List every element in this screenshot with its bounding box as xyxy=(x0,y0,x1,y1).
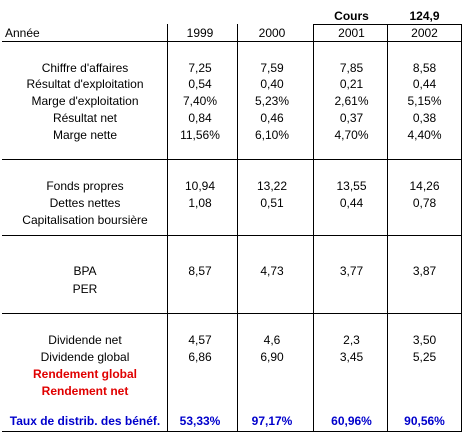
cell: 4,40% xyxy=(407,128,442,142)
cell: 5,25 xyxy=(412,350,437,364)
header-year-1999: 1999 xyxy=(186,26,214,40)
cell: 3,87 xyxy=(412,264,437,278)
cell: 3,77 xyxy=(339,264,364,278)
row-label: Capitalisation boursière xyxy=(22,213,148,227)
row-label-rendement-net: Rendement net xyxy=(41,384,129,398)
cell: 0,37 xyxy=(339,111,364,125)
header-bottom-line xyxy=(2,41,461,42)
row-label: Marge d'exploitation xyxy=(31,94,139,108)
cell: 7,40% xyxy=(182,94,218,108)
cell: 5,23% xyxy=(254,94,290,108)
row-label: Marge nette xyxy=(52,128,118,142)
cell: 8,57 xyxy=(188,264,212,278)
row-label: PER xyxy=(72,282,98,296)
cell: 5,15% xyxy=(407,94,442,108)
header-year-2001: 2001 xyxy=(338,26,365,40)
cell: 0,44 xyxy=(412,77,437,91)
footer-label: Taux de distrib. des bénéf. xyxy=(9,414,161,428)
cours-value: 124,9 xyxy=(409,9,440,23)
cell: 7,59 xyxy=(260,61,284,75)
cell: 0,46 xyxy=(260,111,284,125)
row-label: Fonds propres xyxy=(46,179,124,193)
footer-bottom-line xyxy=(2,431,461,432)
col-divider-2 xyxy=(237,24,238,432)
cell: 0,84 xyxy=(188,111,212,125)
cell: 0,54 xyxy=(188,77,212,91)
row-label: Dividende global xyxy=(40,350,130,364)
cell: 4,70% xyxy=(334,128,369,142)
cell: 6,86 xyxy=(188,350,212,364)
cell: 4,57 xyxy=(188,333,212,347)
cell: 1,08 xyxy=(188,196,212,210)
group2-bottom-line xyxy=(2,235,461,236)
cell: 4,6 xyxy=(263,333,281,347)
footer-cell: 90,56% xyxy=(404,414,445,428)
row-label: Chiffre d'affaires xyxy=(41,61,129,75)
row-label: Dividende net xyxy=(48,333,122,347)
cell: 8,58 xyxy=(412,61,437,75)
row-label: Résultat d'exploitation xyxy=(26,77,144,91)
cell: 0,21 xyxy=(339,77,364,91)
col-divider-1 xyxy=(167,24,168,432)
footer-cell: 97,17% xyxy=(251,414,293,428)
cell: 0,51 xyxy=(260,196,284,210)
row-label-rendement-global: Rendement global xyxy=(32,367,137,381)
cell: 0,38 xyxy=(412,111,437,125)
row-label: BPA xyxy=(73,264,97,278)
header-year-label: Année xyxy=(5,26,40,40)
cell: 2,61% xyxy=(334,94,369,108)
cell: 4,73 xyxy=(260,264,284,278)
cell: 14,26 xyxy=(409,179,440,193)
cell: 11,56% xyxy=(180,128,220,142)
cell: 13,55 xyxy=(336,179,367,193)
row-label: Résultat net xyxy=(52,111,118,125)
group3-bottom-line xyxy=(2,313,461,314)
cell: 0,78 xyxy=(412,196,437,210)
footer-cell: 60,96% xyxy=(331,414,372,428)
header-year-2002: 2002 xyxy=(411,26,438,40)
row-label: Dettes nettes xyxy=(49,196,121,210)
cell: 10,94 xyxy=(184,179,216,193)
cell: 6,10% xyxy=(254,128,290,142)
footer-cell: 53,33% xyxy=(179,414,221,428)
cell: 7,85 xyxy=(339,61,364,75)
cell: 7,25 xyxy=(188,61,212,75)
header-year-2000: 2000 xyxy=(258,26,286,40)
cell: 0,40 xyxy=(260,77,284,91)
group1-bottom-line xyxy=(2,159,461,160)
cell: 3,50 xyxy=(412,333,437,347)
col-divider-right xyxy=(461,24,462,432)
cell: 0,44 xyxy=(339,196,364,210)
cours-label: Cours xyxy=(334,9,369,23)
cell: 2,3 xyxy=(343,333,360,347)
cell: 3,45 xyxy=(339,350,364,364)
col-divider-4 xyxy=(387,24,388,432)
col-divider-3 xyxy=(313,24,314,432)
cell: 6,90 xyxy=(260,350,284,364)
cell: 13,22 xyxy=(256,179,288,193)
